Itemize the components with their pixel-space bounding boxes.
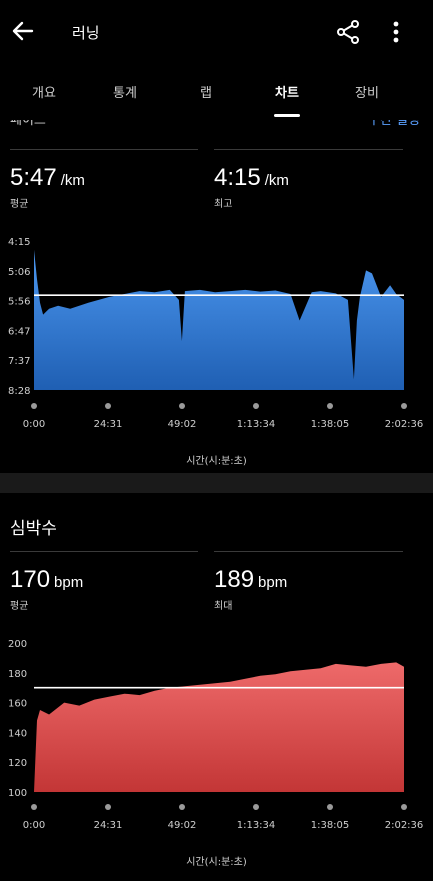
pace-chart[interactable]: 4:15 5:06 5:56 6:47 7:37 8:28 0:00 24:31 49:02 1:… <box>0 230 433 430</box>
tab-gear[interactable]: 장비 <box>355 86 379 101</box>
pace-section-title: 페이스 <box>10 120 46 128</box>
x-tick-dot <box>105 403 111 409</box>
best-pace-value: 4:15/km <box>214 164 289 191</box>
x-tick-label: 24:31 <box>94 820 123 831</box>
avg-heart-rate-label: 평균 <box>10 601 29 612</box>
app-bar: 러닝 <box>0 0 433 64</box>
max-heart-rate-value: 189 bpm <box>214 566 288 593</box>
avg-heart-rate-value: 170 bpm <box>10 566 84 593</box>
avg-pace-label: 평균 <box>10 199 29 210</box>
heart-rate-x-axis-title: 시간(시:분:초) <box>186 857 247 868</box>
divider <box>214 551 403 552</box>
divider <box>10 551 198 552</box>
x-tick-dot <box>179 403 185 409</box>
tab-overview[interactable]: 개요 <box>32 86 56 101</box>
y-tick-label: 8:28 <box>8 386 30 397</box>
section-separator <box>0 473 433 493</box>
x-tick-dot <box>401 403 407 409</box>
y-tick-label: 200 <box>8 639 27 650</box>
x-tick-dot <box>327 403 333 409</box>
y-tick-label: 4:15 <box>8 237 30 248</box>
pace-area <box>34 249 404 390</box>
heart-rate-chart[interactable]: 200 180 160 140 120 100 0:00 24:31 49:02 1:13:34 1… <box>0 632 433 832</box>
y-tick-label: 140 <box>8 728 27 739</box>
best-pace-label: 최고 <box>214 199 233 210</box>
x-tick-label: 49:02 <box>168 419 197 430</box>
x-tick-dot <box>253 804 259 810</box>
x-tick-label: 2:02:36 <box>385 419 424 430</box>
y-tick-label: 180 <box>8 669 27 680</box>
y-tick-label: 160 <box>8 699 27 710</box>
heart-rate-area <box>34 662 404 792</box>
x-tick-label: 1:38:05 <box>311 820 350 831</box>
page-title: 러닝 <box>72 24 100 42</box>
tab-stats[interactable]: 통계 <box>113 86 137 101</box>
x-tick-label: 1:13:34 <box>237 419 276 430</box>
active-tab-indicator <box>274 114 300 117</box>
divider <box>214 149 403 150</box>
y-tick-label: 6:47 <box>8 326 30 337</box>
x-tick-label: 1:38:05 <box>311 419 350 430</box>
scroll-content[interactable]: 페이스 ⌄ 구간 설정 5:47/km 평균 4:15/km 최고 4:15 5:… <box>0 120 433 881</box>
avg-pace-value: 5:47/km <box>10 164 85 191</box>
x-tick-dot <box>253 403 259 409</box>
tab-charts[interactable]: 차트 <box>275 86 299 101</box>
tab-bar: 개요 통계 랩 차트 장비 <box>0 64 433 120</box>
max-heart-rate-label: 최대 <box>214 601 233 612</box>
y-tick-label: 100 <box>8 788 27 799</box>
x-tick-dot <box>179 804 185 810</box>
share-icon[interactable] <box>336 19 360 45</box>
x-tick-dot <box>401 804 407 810</box>
x-tick-dot <box>327 804 333 810</box>
x-tick-label: 24:31 <box>94 419 123 430</box>
x-tick-label: 2:02:36 <box>385 820 424 831</box>
heart-rate-section-title: 심박수 <box>10 519 57 539</box>
x-tick-label: 49:02 <box>168 820 197 831</box>
more-vertical-icon[interactable] <box>388 19 404 45</box>
divider <box>10 149 198 150</box>
back-arrow-icon[interactable] <box>10 18 36 44</box>
y-tick-label: 5:06 <box>8 267 30 278</box>
dropdown-arrow-icon[interactable]: ⌄ <box>66 120 77 123</box>
x-tick-dot <box>31 804 37 810</box>
x-tick-label: 0:00 <box>23 419 45 430</box>
x-tick-label: 0:00 <box>23 820 45 831</box>
pace-x-axis-title: 시간(시:분:초) <box>186 456 247 467</box>
tab-laps[interactable]: 랩 <box>200 86 212 101</box>
x-tick-dot <box>31 403 37 409</box>
x-tick-dot <box>105 804 111 810</box>
y-tick-label: 7:37 <box>8 356 30 367</box>
x-tick-label: 1:13:34 <box>237 820 276 831</box>
y-tick-label: 120 <box>8 758 27 769</box>
y-tick-label: 5:56 <box>8 297 30 308</box>
segment-link[interactable]: 구간 설정 <box>368 120 420 128</box>
